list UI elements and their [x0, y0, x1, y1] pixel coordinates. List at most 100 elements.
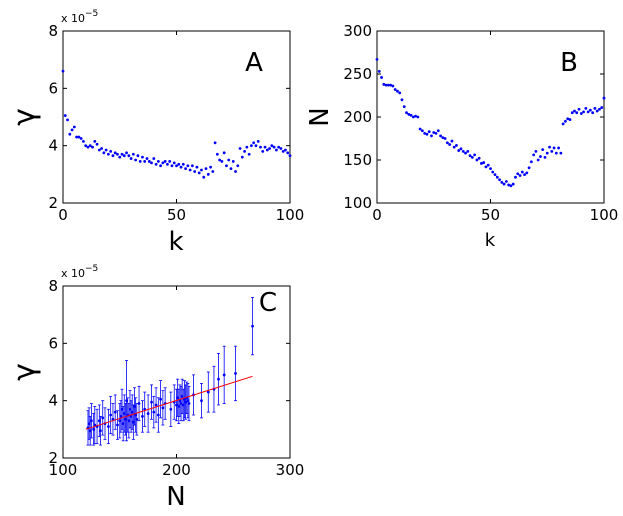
- panel-b-point: [445, 141, 449, 145]
- panel-a-point: [213, 141, 217, 145]
- panel-b-point: [573, 109, 576, 113]
- panel-c-point: [119, 415, 123, 418]
- panel-c-point: [150, 400, 153, 404]
- panel-a-point: [218, 158, 222, 162]
- panel-b-point: [480, 162, 483, 165]
- panel-c-scale-factor: x 10−5: [61, 264, 98, 280]
- panel-b-point: [414, 114, 417, 118]
- panel-a-point: [159, 164, 163, 168]
- panel-a-point: [79, 137, 83, 140]
- panel-a: 0 50 100 2 4 6 8 A k γ x 10−5: [7, 9, 304, 257]
- panel-a-point: [107, 152, 110, 156]
- panel-a-point: [88, 144, 92, 148]
- panel-b-point: [507, 183, 511, 187]
- panel-a-point: [134, 158, 138, 162]
- panel-b-point: [595, 109, 599, 113]
- panel-b-xtick-label: 0: [372, 206, 382, 224]
- panel-a-point: [145, 157, 149, 160]
- panel-c-point: [141, 415, 144, 418]
- panel-b-ytick-label: 100: [343, 194, 372, 212]
- panel-a-point: [252, 141, 256, 145]
- panel-c-point: [234, 372, 237, 375]
- panel-c-point: [161, 406, 165, 410]
- panel-a-point: [166, 162, 169, 166]
- panel-b-point: [543, 156, 547, 159]
- panel-c-point: [120, 407, 124, 411]
- panel-a-point: [93, 139, 97, 143]
- panel-c-point: [181, 403, 185, 407]
- panel-a-point: [84, 144, 88, 148]
- panel-a-point: [179, 165, 183, 169]
- panel-a-point: [190, 164, 194, 168]
- panel-c-point: [186, 399, 190, 403]
- panel-c-point: [107, 425, 110, 428]
- panel-a-scale-exp: −5: [85, 9, 98, 19]
- panel-b-point: [477, 156, 481, 160]
- panel-c-point: [87, 422, 91, 425]
- panel-a-point: [143, 160, 147, 163]
- panel-a-point: [125, 151, 128, 155]
- panel-a-point: [181, 162, 185, 166]
- panel-b-point: [464, 151, 467, 155]
- panel-b: 0 50 100 100 150 200 250 300 B k N: [305, 22, 618, 251]
- panel-a-point: [225, 164, 228, 168]
- panel-c-point: [184, 400, 187, 404]
- panel-b-point: [434, 131, 438, 135]
- panel-a-point: [150, 161, 153, 165]
- panel-a-point: [100, 147, 103, 150]
- panel-a-point: [231, 160, 235, 163]
- panel-b-point: [448, 143, 452, 146]
- panel-b-point: [432, 131, 436, 134]
- panel-c-point: [137, 402, 141, 405]
- panel-b-point: [386, 83, 390, 87]
- panel-b-point: [584, 107, 588, 110]
- panel-b-point: [550, 150, 554, 153]
- panel-b-point: [489, 167, 492, 171]
- panel-c-point: [156, 413, 160, 417]
- panel-c-point: [109, 413, 113, 417]
- panel-b-ytick-label: 150: [343, 151, 372, 169]
- panel-b-point: [504, 180, 508, 183]
- panel-a-point: [281, 150, 285, 153]
- panel-b-point: [554, 151, 558, 155]
- panel-a-point: [118, 155, 122, 159]
- panel-c-point: [135, 417, 139, 421]
- panel-a-point: [184, 167, 187, 171]
- panel-a-point: [247, 152, 251, 156]
- panel-b-point: [545, 151, 549, 155]
- panel-a-ytick-label: 8: [48, 22, 58, 40]
- panel-a-xtick-label: 50: [167, 206, 186, 224]
- panel-c-point: [187, 402, 191, 405]
- panel-a-point: [172, 161, 176, 165]
- panel-a-point: [86, 145, 90, 149]
- panel-c-point: [89, 419, 93, 423]
- panel-b-point: [536, 158, 540, 162]
- panel-c-fit-line: [85, 375, 253, 430]
- panel-a-point: [200, 168, 203, 172]
- panel-a-point: [286, 151, 290, 155]
- panel-a-ytick-label: 4: [48, 137, 58, 155]
- panel-b-point: [529, 160, 533, 164]
- panel-a-point: [177, 162, 181, 166]
- panel-c-point: [217, 377, 220, 381]
- panel-b-point: [586, 110, 590, 114]
- panel-c-point: [154, 403, 158, 407]
- panel-b-ytick-label: 300: [343, 22, 372, 40]
- panel-b-ylabel: N: [305, 107, 335, 126]
- panel-c-point: [206, 390, 210, 394]
- panel-b-point: [398, 91, 402, 95]
- panel-b-point: [461, 150, 465, 153]
- panel-b-point: [416, 115, 420, 119]
- panel-a-point: [120, 152, 124, 156]
- panel-a-point: [82, 139, 85, 143]
- panel-a-point: [236, 164, 240, 168]
- panel-c-point: [121, 422, 125, 425]
- panel-b-point: [588, 108, 592, 112]
- panel-c-point: [251, 324, 254, 328]
- panel-c-point: [101, 416, 105, 420]
- panel-b-point: [527, 166, 531, 170]
- panel-b-xlabel: k: [485, 230, 496, 251]
- panel-c-xtick-label: 100: [49, 461, 78, 479]
- panel-a-point: [77, 135, 81, 139]
